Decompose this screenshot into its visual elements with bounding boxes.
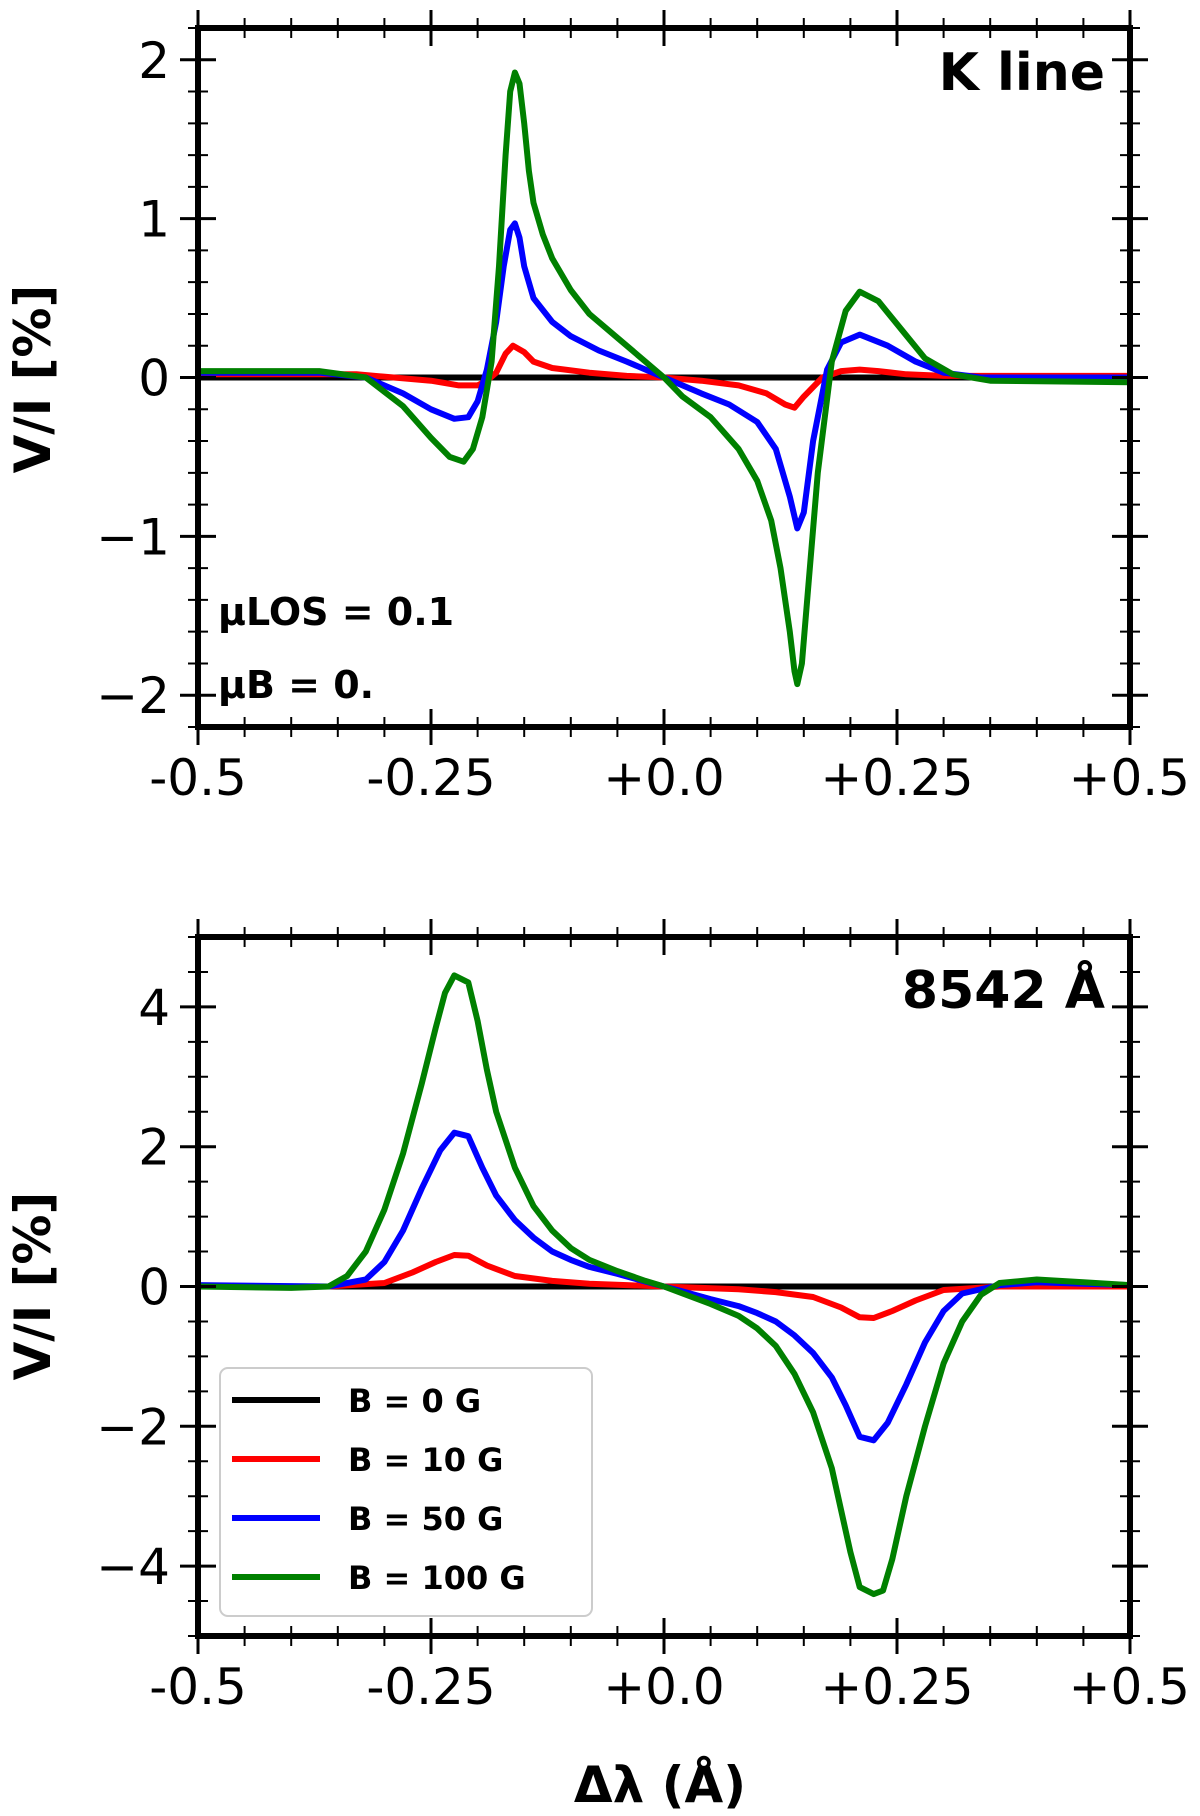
k-line-ytick-label: −2 xyxy=(96,667,170,725)
k-line-ytick-label: 0 xyxy=(138,350,170,408)
k-line-ytick-label: 2 xyxy=(138,32,170,90)
k-line-series-b-50-g xyxy=(198,220,1130,532)
mu-b-annotation: μB = 0. xyxy=(218,663,374,707)
k-line-xtick-label: +0.5 xyxy=(1069,749,1190,807)
k-line-series-b-10-g xyxy=(198,342,1130,411)
x-axis-title: Δλ (Å) xyxy=(574,1755,746,1814)
ca-8542-ytick-label: −4 xyxy=(96,1538,170,1596)
legend-label-b0: B = 0 G xyxy=(348,1382,481,1420)
k-line-xtick-label: +0.25 xyxy=(820,749,973,807)
ca-8542-ytick-label: 4 xyxy=(138,979,170,1037)
legend: B = 0 G B = 10 G B = 50 G B = 100 G xyxy=(219,1367,593,1617)
k-line-xtick-label: -0.25 xyxy=(366,749,495,807)
mu-los-text: μLOS = 0.1 xyxy=(218,590,454,634)
k-line-panel: −2 −1 0 1 2 -0.5 -0.25 +0.0 +0.25 +0.5 K line μLO… xyxy=(4,10,1190,807)
ca-8542-axes-frame xyxy=(195,934,1133,1639)
ca-8542-xtick-label: -0.5 xyxy=(149,1658,247,1716)
ca-8542-ytick-label: −2 xyxy=(96,1398,170,1456)
k-line-axes-frame xyxy=(195,25,1133,730)
legend-label-b10: B = 10 G xyxy=(348,1441,503,1479)
ca-8542-xtick-label: +0.0 xyxy=(603,1658,724,1716)
ca-8542-ylabel: V/I [%] xyxy=(4,1192,62,1381)
legend-box xyxy=(219,1367,593,1617)
ca-8542-xtick-label: -0.25 xyxy=(366,1658,495,1716)
k-line-ytick-label: 1 xyxy=(138,191,170,249)
ca-8542-xtick-label: +0.5 xyxy=(1069,1658,1190,1716)
ca-8542-series-b-100-g xyxy=(198,972,1130,1598)
ca-8542-plot-area: −4 −2 0 2 4 -0.5 -0.25 +0.0 +0.25 +0.5 xyxy=(96,919,1190,1716)
ca-8542-panel: −4 −2 0 2 4 -0.5 -0.25 +0.0 +0.25 +0.5 8542 Å V/I… xyxy=(4,919,1190,1716)
k-line-xtick-label: +0.0 xyxy=(603,749,724,807)
k-line-ylabel: V/I [%] xyxy=(4,285,62,474)
ca-8542-ytick-label: 0 xyxy=(138,1259,170,1317)
mu-los-annotation: μLOS = 0.1 xyxy=(218,590,454,634)
mu-b-text: μB = 0. xyxy=(218,663,374,707)
k-line-xtick-label: -0.5 xyxy=(149,749,247,807)
k-line-ytick-label: −1 xyxy=(96,508,170,566)
ca-8542-title: 8542 Å xyxy=(902,960,1105,1021)
k-line-series-b-100-g xyxy=(198,69,1130,688)
ca-8542-ytick-label: 2 xyxy=(138,1119,170,1177)
ca-8542-xtick-label: +0.25 xyxy=(820,1658,973,1716)
k-line-title: K line xyxy=(939,43,1105,103)
legend-label-b50: B = 50 G xyxy=(348,1500,503,1538)
k-line-plot-area: −2 −1 0 1 2 -0.5 -0.25 +0.0 +0.25 +0.5 xyxy=(96,10,1190,807)
legend-label-b100: B = 100 G xyxy=(348,1559,526,1597)
